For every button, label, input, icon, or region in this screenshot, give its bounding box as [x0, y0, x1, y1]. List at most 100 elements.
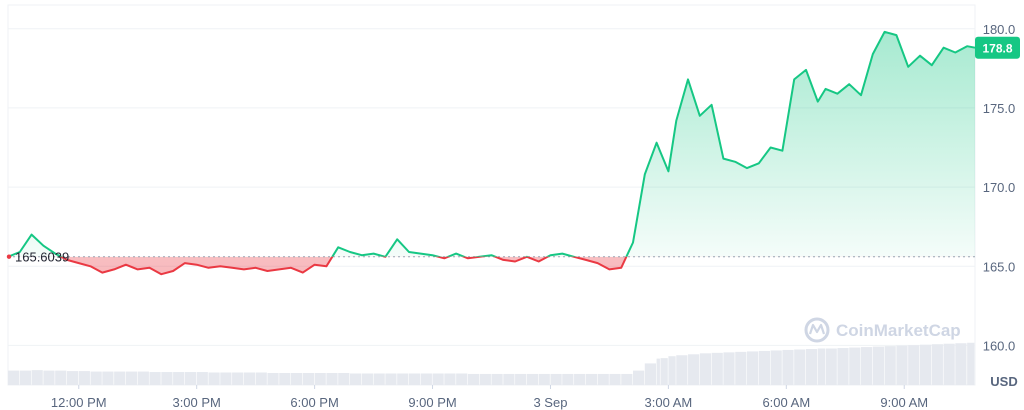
volume-bar — [19, 370, 31, 385]
volume-bar — [373, 373, 385, 385]
volume-bar — [78, 371, 90, 385]
volume-bar — [349, 373, 362, 385]
volume-bar — [196, 372, 208, 385]
volume-bar — [562, 373, 574, 385]
volume-bar — [220, 372, 232, 385]
y-axis: 160.0 165.0 170.0 175.0 180.0 — [983, 22, 1016, 354]
volume-bar — [668, 356, 676, 385]
volume-bar — [43, 370, 55, 385]
volume-bar — [919, 344, 932, 385]
reference-label: 165.6039 — [15, 250, 69, 265]
y-tick-label: 175.0 — [983, 101, 1016, 116]
coinmarketcap-logo-icon — [804, 317, 830, 343]
area-fill-below — [8, 256, 975, 275]
volume-bar — [837, 348, 849, 385]
volume-bar — [397, 373, 409, 385]
volume-bar — [967, 342, 975, 385]
reference-dot — [6, 254, 12, 259]
volume-bar — [609, 373, 621, 385]
volume-bars — [8, 342, 975, 385]
reference-marker: 165.6039 — [6, 250, 69, 265]
volume-bar — [782, 349, 794, 385]
volume-bar — [279, 373, 291, 385]
volume-bar — [770, 350, 782, 385]
volume-bar — [805, 349, 818, 385]
volume-bar — [208, 372, 220, 385]
volume-bar — [908, 345, 920, 385]
watermark-text: CoinMarketCap — [836, 321, 961, 340]
x-tick-label: 3 Sep — [533, 395, 567, 410]
volume-bar — [232, 372, 244, 385]
volume-bar — [243, 372, 256, 385]
volume-bar — [267, 373, 279, 385]
volume-bar — [173, 372, 185, 385]
volume-bar — [955, 343, 967, 385]
current-price-bg — [975, 36, 1020, 59]
volume-bar — [184, 372, 197, 385]
x-tick-label: 3:00 AM — [645, 395, 693, 410]
x-tick-label: 6:00 AM — [762, 395, 810, 410]
volume-bar — [326, 373, 338, 385]
volume-bar — [479, 373, 491, 385]
volume-bar — [302, 373, 315, 385]
volume-bar — [291, 373, 303, 385]
volume-bar — [161, 372, 173, 385]
x-axis: 12:00 PM 3:00 PM 6:00 PM 9:00 PM 3 Sep 3:00 A… — [51, 385, 928, 410]
volume-bar — [526, 373, 539, 385]
volume-bar — [491, 373, 503, 385]
y-tick-label: 165.0 — [983, 259, 1016, 274]
y-tick-label: 160.0 — [983, 338, 1016, 353]
volume-bar — [735, 351, 747, 385]
x-tick-label: 9:00 AM — [880, 395, 928, 410]
watermark: CoinMarketCap — [804, 317, 961, 343]
y-tick-label: 170.0 — [983, 180, 1016, 195]
volume-bar — [55, 370, 67, 385]
area-fill-above — [8, 31, 975, 257]
volume-bar — [515, 373, 527, 385]
volume-bar — [90, 371, 102, 385]
volume-bar — [747, 351, 759, 385]
volume-bar — [861, 347, 873, 385]
volume-bar — [456, 373, 468, 385]
volume-bar — [817, 348, 826, 385]
volume-bar — [408, 373, 421, 385]
volume-bar — [125, 371, 138, 385]
x-tick-label: 3:00 PM — [172, 395, 220, 410]
volume-bar — [825, 348, 837, 385]
volume-bar — [621, 373, 633, 385]
volume-bar — [444, 373, 456, 385]
volume-bar — [884, 346, 896, 385]
volume-bar — [849, 347, 861, 385]
volume-bar — [255, 372, 267, 385]
price-line-below[interactable] — [7, 32, 975, 276]
current-price-label: 178.8 — [982, 41, 1012, 55]
volume-bar — [633, 370, 645, 385]
volume-bar — [699, 353, 712, 385]
volume-bar — [872, 346, 884, 385]
volume-bar — [137, 371, 149, 385]
volume-bar — [114, 371, 126, 385]
volume-bar — [688, 354, 700, 385]
volume-bar — [931, 344, 943, 385]
volume-bar — [644, 363, 656, 385]
volume-bar — [467, 373, 480, 385]
volume-bar — [758, 350, 770, 385]
volume-bar — [550, 373, 562, 385]
volume-bar — [943, 343, 955, 385]
x-tick-label: 6:00 PM — [290, 395, 338, 410]
volume-bar — [660, 358, 668, 385]
volume-bar — [66, 371, 79, 385]
volume-bar — [794, 349, 806, 385]
current-price-badge: 178.8 — [975, 36, 1020, 59]
volume-bar — [102, 371, 114, 385]
volume-bar — [149, 372, 161, 385]
volume-bar — [432, 373, 444, 385]
volume-bar — [503, 373, 515, 385]
volume-bar — [597, 373, 609, 385]
x-tick-label: 12:00 PM — [51, 395, 107, 410]
volume-bar — [361, 373, 373, 385]
coinmarketcap-logo-mark-icon — [808, 323, 826, 335]
volume-bar — [538, 373, 550, 385]
price-line-above[interactable] — [7, 30, 976, 274]
